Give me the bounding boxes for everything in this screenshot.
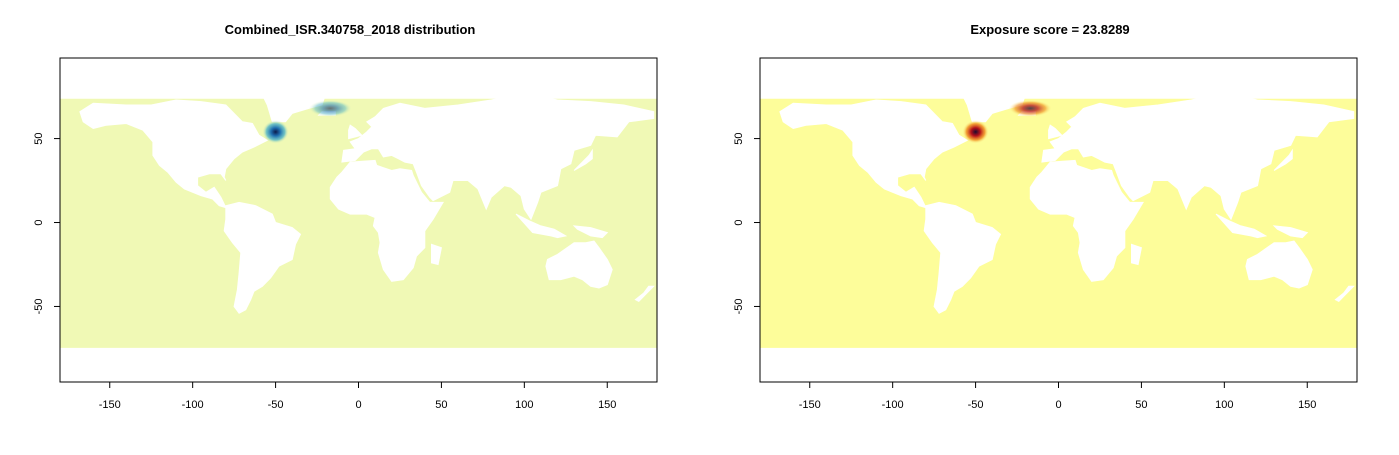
land-mass: [779, 99, 969, 210]
land-mass: [1245, 240, 1313, 289]
hotspot-2: [1008, 99, 1052, 117]
hotspot-1: [962, 120, 989, 144]
x-tick-label: -50: [268, 399, 284, 411]
x-tick-label: -100: [182, 399, 204, 411]
hotspot-1: [262, 120, 289, 144]
land-mass: [572, 225, 609, 239]
x-tick-label: 100: [1215, 399, 1233, 411]
x-tick-label: 100: [515, 399, 533, 411]
exposure-map-plot: -150 -100 -50 0 50 100 150 -50 0 50: [733, 57, 1358, 411]
land-mass: [431, 243, 442, 266]
x-tick-label: -50: [968, 399, 984, 411]
x-tick-label: 150: [1298, 399, 1316, 411]
land-mass: [1273, 148, 1293, 171]
y-tick-label: 0: [733, 219, 745, 225]
x-tick-label: 0: [355, 399, 361, 411]
land-mass: [1041, 92, 1355, 221]
x-tick-label: 50: [1135, 399, 1147, 411]
land-mass: [60, 347, 657, 382]
map-layer: [760, 58, 1357, 382]
land-mass: [1029, 159, 1144, 282]
land-mass: [760, 347, 1357, 382]
land-mass: [1131, 243, 1142, 266]
hotspot-2: [308, 99, 352, 117]
land-mass: [1334, 285, 1355, 303]
land-mass: [60, 58, 657, 99]
land-mass: [545, 240, 613, 289]
distribution-panel: Combined_ISR.340758_2018 distribution -1…: [33, 22, 658, 411]
y-tick-label: -50: [33, 299, 45, 315]
x-tick-label: 0: [1055, 399, 1061, 411]
land-mass: [923, 201, 1002, 314]
y-tick-label: 50: [33, 132, 45, 144]
map-layer: [60, 58, 657, 382]
land-mass: [760, 58, 1357, 99]
land-mass: [634, 285, 655, 303]
land-mass: [1215, 213, 1268, 239]
x-tick-label: -100: [882, 399, 904, 411]
land-mass: [1272, 225, 1309, 239]
y-tick-label: 50: [733, 132, 745, 144]
land-mass: [515, 213, 568, 239]
land-mass: [348, 124, 363, 140]
land-mass: [573, 148, 593, 171]
distribution-title: Combined_ISR.340758_2018 distribution: [224, 22, 476, 37]
x-tick-label: 50: [435, 399, 447, 411]
x-tick-label: -150: [99, 399, 121, 411]
land-mass: [341, 92, 655, 221]
land-mass: [79, 99, 269, 210]
land-mass: [223, 201, 302, 314]
x-tick-label: -150: [799, 399, 821, 411]
distribution-map-plot: -150 -100 -50 0 50 100 150 -50 0 50: [33, 57, 658, 411]
y-tick-label: -50: [733, 299, 745, 315]
y-tick-label: 0: [33, 219, 45, 225]
land-mass: [1048, 124, 1063, 140]
exposure-panel: Exposure score = 23.8289 -150 -100 -50 0 50 1…: [700, 0, 1399, 455]
x-tick-label: 150: [598, 399, 616, 411]
exposure-title: Exposure score = 23.8289: [970, 22, 1130, 37]
land-mass: [329, 159, 444, 282]
